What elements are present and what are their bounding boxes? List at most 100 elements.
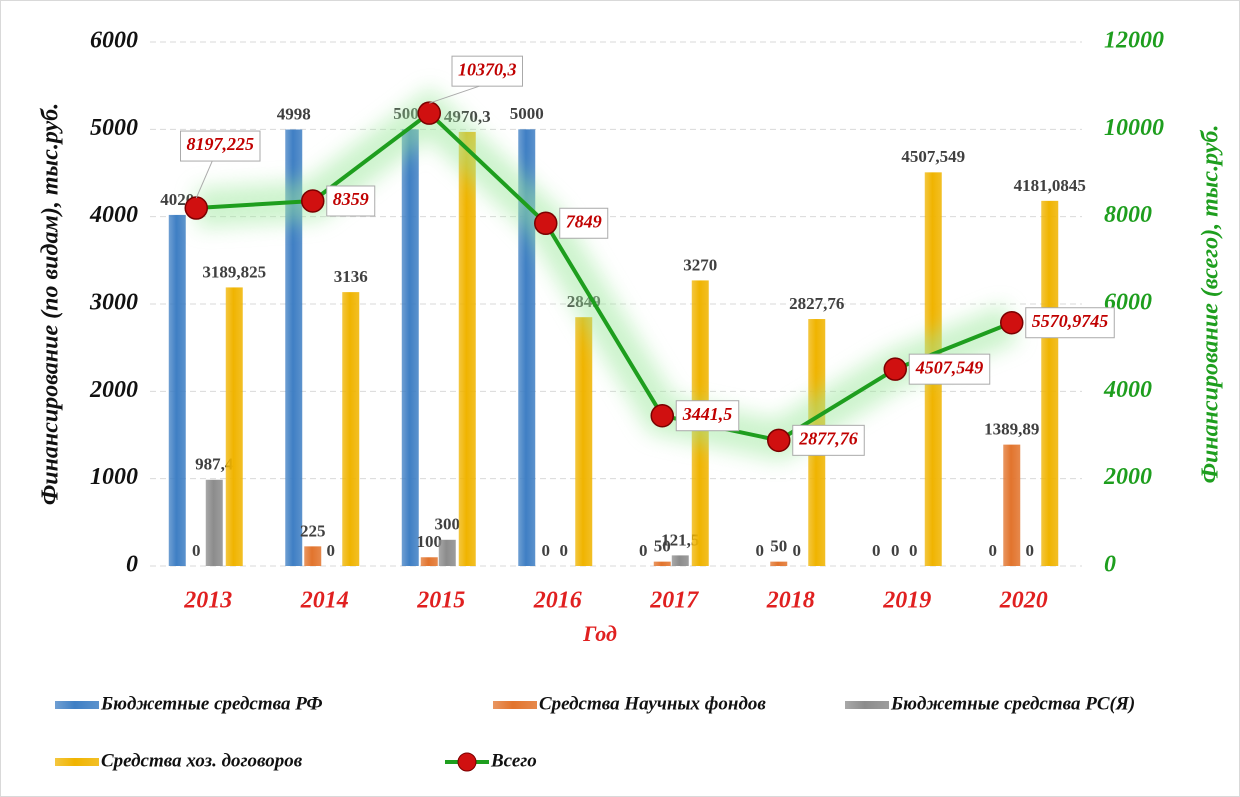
y2-tick-label: 8000 — [1104, 202, 1152, 228]
bar — [770, 561, 788, 566]
bar — [653, 561, 671, 566]
data-label-box — [675, 400, 740, 432]
data-label: 300 — [435, 515, 461, 534]
data-label: 0 — [793, 541, 802, 560]
line-marker — [650, 403, 674, 428]
line-marker — [534, 211, 558, 236]
data-label: 7849 — [566, 211, 602, 231]
data-label-box — [908, 353, 991, 385]
data-label-box — [1025, 307, 1115, 339]
bar — [438, 539, 456, 566]
bar — [458, 131, 476, 567]
data-label: 225 — [300, 521, 326, 540]
line-marker — [301, 189, 325, 213]
data-label-box — [451, 55, 523, 87]
data-label: 50 — [770, 537, 787, 556]
data-label: 0 — [891, 541, 900, 560]
legend-swatch — [457, 752, 477, 772]
data-label: 987,4 — [195, 455, 234, 474]
line-marker — [883, 357, 907, 381]
x-tick-label: 2020 — [999, 588, 1048, 614]
x-tick-label: 2013 — [183, 588, 232, 614]
bar — [342, 292, 360, 566]
legend-swatch — [493, 701, 537, 709]
leader — [429, 85, 480, 104]
data-label: 4998 — [277, 104, 311, 123]
data-label: 100 — [417, 532, 443, 551]
data-label: 5570,9745 — [1032, 311, 1109, 331]
y-tick-label: 4000 — [89, 202, 138, 228]
legend-label: Средства хоз. договоров — [101, 750, 303, 771]
bar — [420, 557, 438, 566]
bar — [168, 214, 186, 567]
y-tick-label: 0 — [126, 552, 138, 578]
line-marker — [1000, 310, 1024, 335]
bar — [304, 546, 322, 566]
data-label: 0 — [560, 541, 569, 560]
data-label: 0 — [989, 541, 998, 560]
data-label: 0 — [639, 541, 648, 560]
y-tick-label: 6000 — [90, 28, 138, 54]
bar — [1041, 200, 1059, 566]
line-marker — [417, 101, 441, 125]
x-tick-label: 2017 — [649, 588, 699, 614]
x-tick-label: 2014 — [300, 588, 349, 614]
data-label: 0 — [909, 541, 918, 560]
data-label: 4181,0845 — [1014, 176, 1086, 195]
bar — [205, 479, 223, 566]
data-label: 121,5 — [661, 530, 699, 549]
data-label-box — [559, 207, 609, 239]
data-label: 3270 — [683, 255, 717, 274]
data-label: 0 — [327, 541, 336, 560]
bar — [575, 317, 593, 566]
legend-label: Средства Научных фондов — [539, 693, 766, 714]
data-label-box — [180, 130, 261, 162]
data-label: 2877,76 — [798, 428, 858, 448]
y2-tick-label: 12000 — [1104, 28, 1164, 54]
bar — [1003, 444, 1021, 566]
data-label: 3136 — [334, 267, 368, 286]
y-tick-label: 3000 — [89, 290, 138, 316]
x-tick-label: 2015 — [416, 588, 465, 614]
x-axis-title: Год — [582, 621, 617, 646]
data-label: 0 — [192, 541, 201, 560]
y-axis-title: Финансирование (по видам), тыс.руб. — [38, 103, 64, 505]
bar — [285, 129, 303, 566]
data-label-box — [326, 185, 376, 217]
data-label: 0 — [872, 541, 881, 560]
bar — [225, 287, 243, 566]
data-label: 8359 — [333, 189, 369, 209]
bar — [401, 129, 419, 567]
legend-label: Бюджетные средства РФ — [100, 693, 322, 714]
data-label: 0 — [1026, 541, 1035, 560]
y2-tick-label: 2000 — [1103, 464, 1152, 490]
y-tick-label: 5000 — [90, 115, 138, 141]
bar — [671, 555, 689, 566]
y2-tick-label: 4000 — [1103, 377, 1152, 403]
data-label: 1389,89 — [984, 420, 1039, 439]
y2-tick-label: 10000 — [1104, 115, 1164, 141]
data-label: 50 — [654, 537, 671, 556]
data-label: 8197,225 — [187, 134, 255, 154]
y2-tick-label: 0 — [1104, 552, 1116, 578]
data-label: 4507,549 — [915, 357, 984, 377]
legend-swatch — [55, 701, 99, 709]
data-label: 5000 — [510, 104, 544, 123]
legend-label: Бюджетные средства РС(Я) — [890, 693, 1135, 714]
y-tick-label: 1000 — [90, 464, 138, 490]
legend-swatch — [845, 701, 889, 709]
x-tick-label: 2016 — [533, 588, 582, 614]
y-tick-label: 2000 — [89, 377, 138, 403]
data-label: 10370,3 — [458, 59, 517, 79]
line-marker — [184, 196, 208, 220]
data-label: 3189,825 — [202, 262, 266, 281]
data-label: 3441,5 — [682, 404, 733, 424]
data-label: 0 — [756, 541, 765, 560]
y2-axis-title: Финансирование (всего), тыс.руб. — [1198, 125, 1224, 484]
legend-swatch — [55, 758, 99, 766]
bar — [518, 129, 536, 567]
legend-label: Всего — [490, 750, 537, 771]
x-tick-label: 2018 — [766, 588, 815, 614]
x-tick-label: 2019 — [882, 588, 931, 614]
leader — [195, 160, 213, 199]
